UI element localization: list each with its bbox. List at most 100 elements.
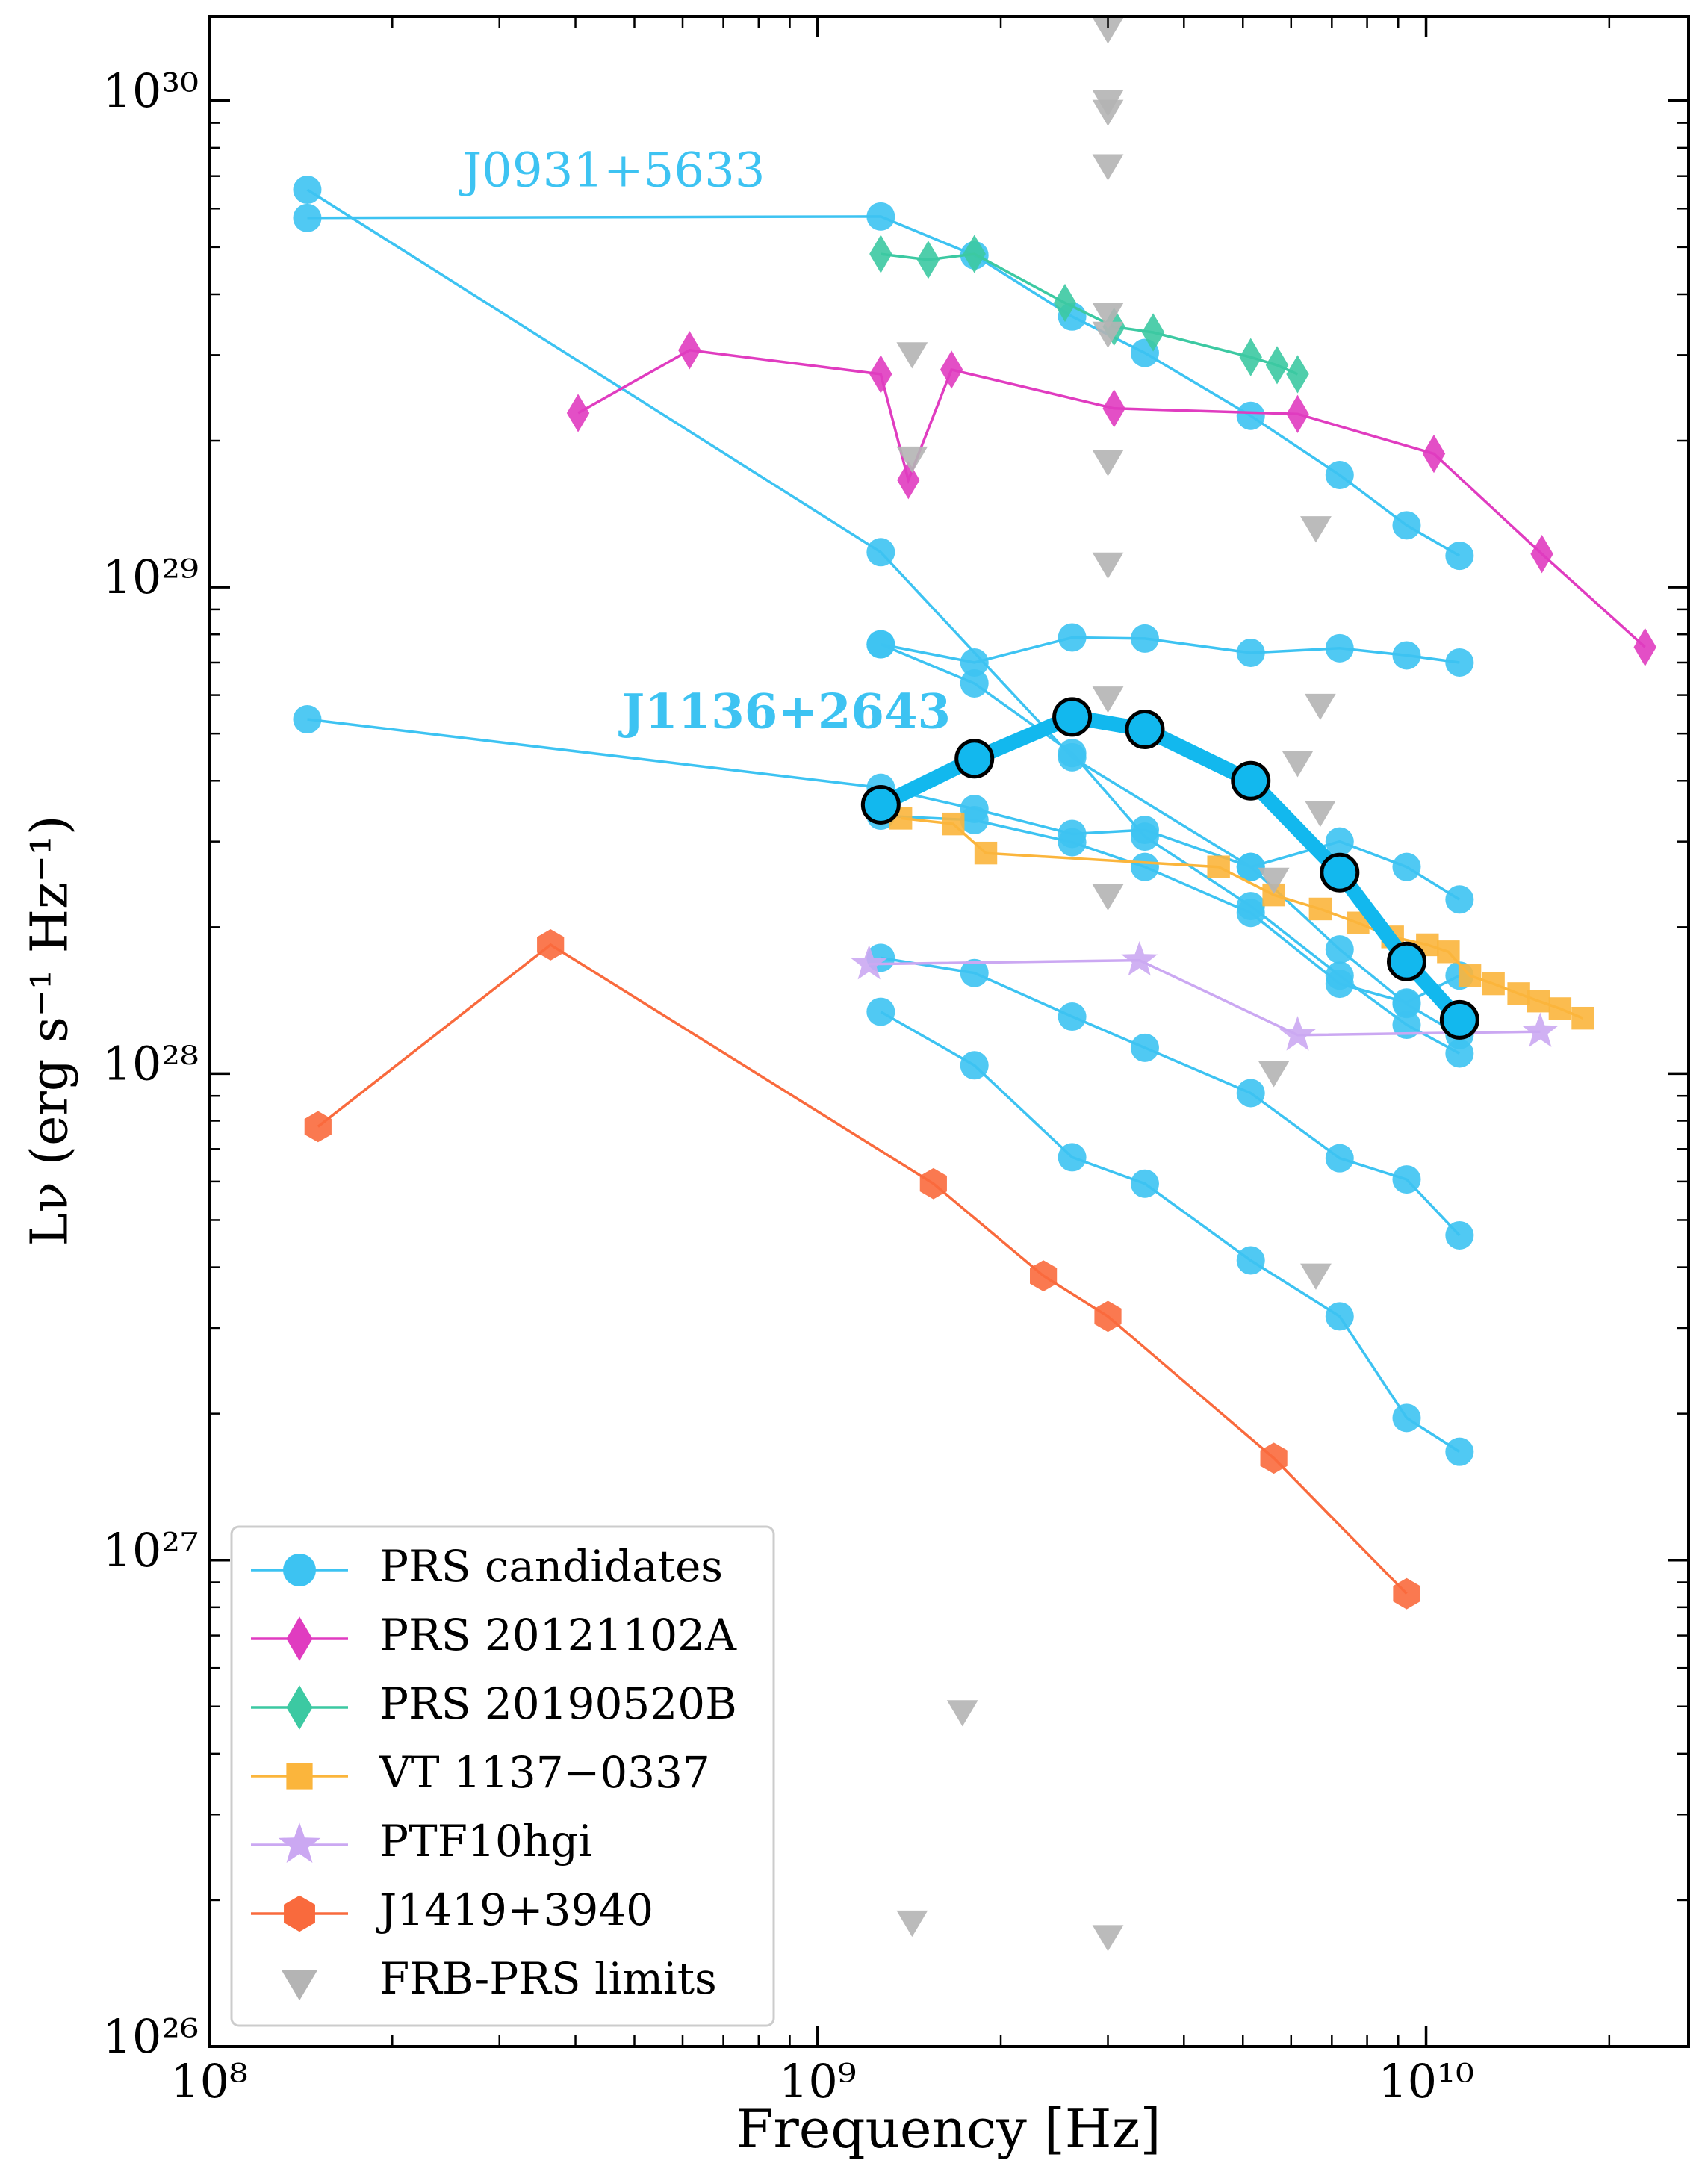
data-point xyxy=(1445,1220,1474,1250)
data-point xyxy=(1258,867,1290,894)
plot-area xyxy=(293,17,1656,1952)
data-point xyxy=(1507,982,1530,1005)
data-point xyxy=(1392,1011,1421,1040)
data-point xyxy=(960,958,989,987)
data-point xyxy=(1030,1260,1058,1292)
data-point xyxy=(1445,542,1474,571)
series-line xyxy=(880,1011,1461,1454)
highlight-point xyxy=(1386,941,1426,981)
data-point xyxy=(1527,990,1550,1013)
data-point xyxy=(1102,389,1125,428)
highlight-point xyxy=(1231,760,1271,801)
data-point xyxy=(1304,693,1336,721)
data-point xyxy=(678,331,701,370)
y-tick-label: 10²⁹ xyxy=(102,550,199,604)
data-point xyxy=(1393,1577,1420,1610)
x-tick-label: 10⁸ xyxy=(170,2054,248,2109)
legend-label: VT 1137−0337 xyxy=(379,1747,710,1798)
data-point xyxy=(1445,1437,1474,1466)
data-point xyxy=(851,945,888,980)
data-point xyxy=(566,394,590,432)
x-tick-label: 10¹⁰ xyxy=(1378,2054,1474,2109)
data-point xyxy=(1130,822,1159,851)
data-point xyxy=(1260,1442,1288,1474)
data-point xyxy=(1092,154,1124,181)
data-point xyxy=(1325,970,1354,999)
data-point xyxy=(960,1051,989,1080)
data-point xyxy=(869,355,892,394)
data-point xyxy=(1207,855,1230,878)
legend-label: PRS candidates xyxy=(379,1541,723,1592)
data-point xyxy=(1445,1039,1474,1068)
data-point xyxy=(1482,972,1505,996)
data-point xyxy=(1058,623,1087,652)
data-point xyxy=(293,705,322,734)
data-point xyxy=(1633,627,1656,666)
data-point xyxy=(1092,884,1124,911)
data-point xyxy=(1258,1061,1290,1088)
data-point xyxy=(293,203,322,232)
data-point xyxy=(1392,852,1421,881)
data-point xyxy=(1458,964,1482,987)
plot-frame xyxy=(208,15,1690,2048)
data-point xyxy=(1053,283,1077,323)
highlight-point xyxy=(860,784,901,825)
legend-label: PTF10hgi xyxy=(379,1816,592,1867)
data-point xyxy=(1304,801,1336,828)
series-line xyxy=(869,958,1541,1037)
legend-marker xyxy=(278,1822,321,1864)
data-point xyxy=(304,1111,332,1143)
data-point xyxy=(1265,346,1289,385)
data-point xyxy=(1058,1002,1087,1031)
data-point xyxy=(1530,535,1553,574)
y-tick-label: 10²⁶ xyxy=(102,2009,199,2064)
data-point xyxy=(1236,401,1265,430)
data-point xyxy=(1058,739,1087,768)
data-point xyxy=(896,1910,928,1938)
data-point xyxy=(1445,648,1474,677)
legend-marker xyxy=(283,1554,316,1586)
legend-label: FRB-PRS limits xyxy=(379,1953,717,2004)
series-line xyxy=(306,188,1461,1037)
series-line xyxy=(881,252,1299,376)
data-point xyxy=(1239,338,1262,376)
highlight-point xyxy=(1439,999,1479,1040)
data-point xyxy=(1392,1403,1421,1433)
data-point xyxy=(1325,827,1354,856)
data-point xyxy=(1286,355,1309,394)
data-point xyxy=(1121,940,1158,976)
data-point xyxy=(1521,1012,1559,1047)
data-point xyxy=(1236,1246,1265,1275)
legend-marker xyxy=(286,1616,313,1661)
data-point xyxy=(866,997,895,1026)
x-tick-label: 10⁹ xyxy=(779,2054,857,2109)
highlight-point xyxy=(1052,697,1093,737)
data-point xyxy=(1445,885,1474,914)
data-point xyxy=(1058,1143,1087,1172)
data-point xyxy=(1092,303,1124,329)
legend-label: J1419+3940 xyxy=(376,1884,653,1935)
data-point xyxy=(866,538,895,567)
data-point xyxy=(919,1167,947,1200)
legend-marker xyxy=(286,1685,313,1730)
data-point xyxy=(1286,394,1309,433)
annotation: J1136+2643 xyxy=(618,684,951,740)
data-point xyxy=(537,929,565,961)
data-point xyxy=(960,668,989,698)
data-point xyxy=(896,342,928,369)
legend-box xyxy=(230,1525,775,2027)
data-point xyxy=(1092,552,1124,579)
data-point xyxy=(1325,1302,1354,1331)
data-point xyxy=(1236,638,1265,667)
y-tick-label: 10²⁷ xyxy=(102,1523,199,1577)
data-point xyxy=(1141,313,1165,352)
data-point xyxy=(1092,17,1124,44)
data-point xyxy=(1325,1144,1354,1173)
data-point xyxy=(1392,988,1421,1017)
data-point xyxy=(866,630,895,659)
data-point xyxy=(293,176,322,205)
data-point xyxy=(1236,852,1265,881)
data-point xyxy=(1130,1169,1159,1198)
data-point xyxy=(1279,1016,1316,1051)
